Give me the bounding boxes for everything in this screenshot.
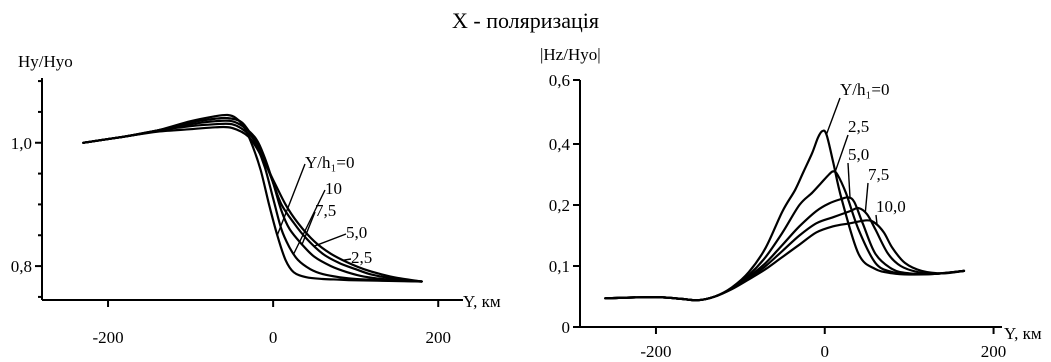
- x-tick-label: 200: [425, 328, 451, 347]
- curve-series-5: [604, 219, 966, 302]
- y-axis-title: Hy/Hyo: [18, 52, 73, 71]
- curve-series-2: [82, 116, 423, 283]
- x-axis-title: Y, км: [1004, 324, 1042, 343]
- leader-line: [343, 258, 352, 261]
- y-tick-label: 1,0: [11, 134, 32, 153]
- x-tick-label: 0: [821, 342, 830, 361]
- y-tick-label: 0: [562, 318, 571, 337]
- leader-line: [847, 162, 851, 199]
- curve-label: 7,5: [868, 165, 889, 184]
- y-tick-label: 0,8: [11, 257, 32, 276]
- x-tick-label: -200: [92, 328, 123, 347]
- curve-label: 2,5: [848, 117, 869, 136]
- curve-label: 10,0: [876, 197, 906, 216]
- y-axis-title: |Hz/Hyo|: [540, 45, 601, 64]
- y-tick-label: 0,2: [549, 196, 570, 215]
- chart-hy-ratio: Hy/Hyo Y, км 0,8 1,0 -200 0 200 Y/h₁=0 10 7,5 5,0 2…: [11, 52, 501, 347]
- chart-hz-ratio: |Hz/Hyo| Y, км 0 0,1 0,2 0,4 0,6 -200 0 200 Y/h₁=0…: [540, 45, 1042, 361]
- curve-series-2: [604, 170, 966, 302]
- curve-label: 2,5: [351, 248, 372, 267]
- y-tick-label: 0,6: [549, 71, 570, 90]
- curve-label: Y/h₁=0: [840, 80, 890, 99]
- leader-line: [834, 134, 849, 173]
- x-tick-label: -200: [640, 342, 671, 361]
- curve-label: 5,0: [848, 145, 869, 164]
- leader-line: [875, 214, 878, 226]
- x-tick-label: 200: [981, 342, 1007, 361]
- curve-series-4: [82, 122, 423, 283]
- leader-line: [293, 189, 326, 255]
- curve-series-5: [82, 125, 423, 283]
- figure-title: X - поляризація: [451, 8, 600, 33]
- leader-line: [314, 233, 347, 247]
- leader-line: [825, 97, 841, 135]
- leader-line: [301, 211, 316, 245]
- curve-label: 10: [325, 179, 342, 198]
- curve-label: 5,0: [346, 223, 367, 242]
- x-axis-title: Y, км: [463, 292, 501, 311]
- y-tick-label: 0,1: [549, 257, 570, 276]
- leader-line: [276, 163, 306, 236]
- curve-label: 7,5: [315, 201, 336, 220]
- curve-label: Y/h₁=0: [305, 153, 355, 172]
- curve-series-1: [82, 113, 423, 283]
- leader-line: [864, 182, 869, 213]
- x-tick-label: 0: [269, 328, 278, 347]
- y-tick-label: 0,4: [549, 135, 571, 154]
